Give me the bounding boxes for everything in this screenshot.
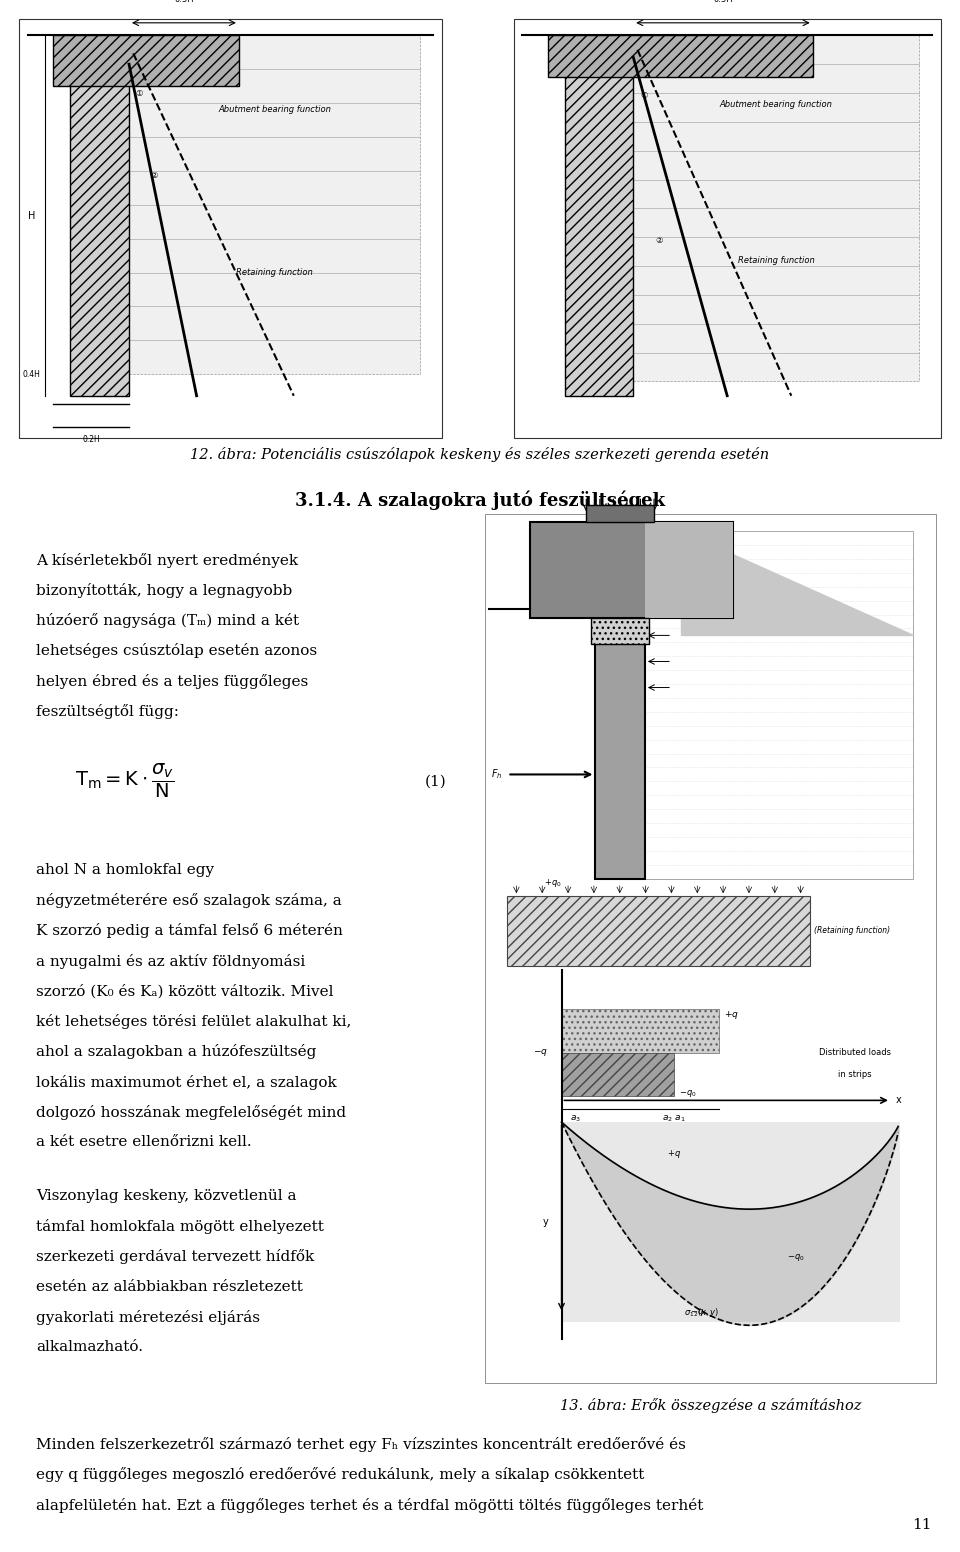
Text: ②: ② — [151, 171, 158, 180]
Text: $-q$: $-q$ — [533, 1048, 548, 1058]
Text: szorzó (K₀ és Kₐ) között változik. Mivel: szorzó (K₀ és Kₐ) között változik. Mivel — [36, 984, 334, 998]
Text: $+q$: $+q$ — [724, 1009, 739, 1021]
Text: (1): (1) — [424, 774, 446, 788]
Bar — [645, 531, 914, 878]
Text: feszültségtől függ:: feszültségtől függ: — [36, 705, 180, 719]
Text: gyakorlati méretezési eljárás: gyakorlati méretezési eljárás — [36, 1310, 260, 1325]
Text: x: x — [896, 1096, 901, 1105]
Text: 0.3H: 0.3H — [174, 0, 194, 5]
Text: ①: ① — [640, 90, 648, 99]
Text: $-q_0$: $-q_0$ — [787, 1252, 804, 1263]
Text: $-q_0$: $-q_0$ — [679, 1088, 696, 1099]
Text: egy q függőleges megoszló eredőerővé redukálunk, mely a síkalap csökkentett: egy q függőleges megoszló eredőerővé red… — [36, 1468, 645, 1482]
Text: lokális maximumot érhet el, a szalagok: lokális maximumot érhet el, a szalagok — [36, 1076, 337, 1090]
Bar — [70, 36, 129, 396]
Bar — [507, 896, 809, 965]
Bar — [19, 19, 442, 438]
Text: q: q — [617, 647, 623, 656]
Bar — [485, 514, 936, 1383]
Text: Distributed loads: Distributed loads — [819, 1048, 891, 1057]
Text: ahol a szalagokban a húzófeszültség: ahol a szalagokban a húzófeszültség — [36, 1044, 317, 1060]
Text: szerkezeti gerdával tervezett hídfők: szerkezeti gerdával tervezett hídfők — [36, 1249, 315, 1265]
Bar — [562, 1122, 900, 1322]
Text: ahol N a homlokfal egy: ahol N a homlokfal egy — [36, 863, 215, 877]
Text: $F_h$: $F_h$ — [492, 768, 503, 781]
Bar — [530, 523, 733, 618]
Text: 13. ábra: Erők összegzése a számításhoz: 13. ábra: Erők összegzése a számításhoz — [560, 1398, 861, 1414]
Text: lehetséges csúsztólap esetén azonos: lehetséges csúsztólap esetén azonos — [36, 644, 318, 658]
Text: támfal homlokfala mögött elhelyezett: támfal homlokfala mögött elhelyezett — [36, 1220, 324, 1234]
Text: négyzetméterére eső szalagok száma, a: négyzetméterére eső szalagok száma, a — [36, 894, 342, 908]
Text: $-q$: $-q$ — [690, 1307, 704, 1318]
Text: alapfelületén hat. Ezt a függőleges terhet és a térdfal mögötti töltés függőlege: alapfelületén hat. Ezt a függőleges terh… — [36, 1498, 704, 1513]
Text: 0.4H: 0.4H — [23, 369, 41, 379]
Text: $a_3$: $a_3$ — [569, 1113, 581, 1124]
Bar — [53, 36, 239, 85]
Bar — [548, 36, 812, 78]
Bar — [595, 531, 645, 878]
Bar — [514, 19, 941, 438]
Text: a nyugalmi és az aktív földnyomási: a nyugalmi és az aktív földnyomási — [36, 953, 305, 968]
Bar — [562, 1009, 719, 1052]
Text: ②: ② — [655, 236, 662, 245]
Text: dolgozó hosszának megfelelőségét mind: dolgozó hosszának megfelelőségét mind — [36, 1105, 347, 1121]
Text: $a_2\ a_1$: $a_2\ a_1$ — [662, 1113, 686, 1124]
Bar — [564, 36, 634, 396]
Bar — [129, 36, 420, 374]
Bar — [645, 523, 733, 618]
Text: Retaining function: Retaining function — [236, 268, 313, 276]
Text: $+q_0$: $+q_0$ — [543, 877, 562, 889]
Text: Viszonylag keskeny, közvetlenül a: Viszonylag keskeny, közvetlenül a — [36, 1189, 297, 1203]
Text: Abutment bearing function: Abutment bearing function — [720, 99, 832, 109]
Bar — [590, 618, 650, 644]
Bar — [634, 36, 920, 382]
Text: a két esetre ellenőrizni kell.: a két esetre ellenőrizni kell. — [36, 1136, 252, 1150]
Text: in strips: in strips — [838, 1069, 872, 1079]
Text: (Retaining function): (Retaining function) — [814, 927, 890, 936]
Bar — [562, 1052, 674, 1096]
Text: 11: 11 — [912, 1518, 931, 1532]
Text: A kísérletekből nyert eredmények: A kísérletekből nyert eredmények — [36, 553, 299, 568]
Text: esetén az alábbiakban részletezett: esetén az alábbiakban részletezett — [36, 1280, 303, 1294]
Text: $\sigma_{12}(x,y)$: $\sigma_{12}(x,y)$ — [684, 1307, 719, 1319]
Text: $F_v$: $F_v$ — [627, 667, 638, 681]
Text: 12. ábra: Potenciális csúszólapok keskeny és széles szerkezeti gerenda esetén: 12. ábra: Potenciális csúszólapok kesken… — [190, 447, 770, 462]
Text: alkalmazható.: alkalmazható. — [36, 1341, 143, 1355]
Polygon shape — [681, 531, 914, 635]
Text: Retaining function: Retaining function — [738, 256, 815, 265]
Text: bizonyították, hogy a legnagyobb: bizonyították, hogy a legnagyobb — [36, 584, 293, 598]
Text: $+q$: $+q$ — [667, 1148, 682, 1161]
Text: helyen ébred és a teljes függőleges: helyen ébred és a teljes függőleges — [36, 674, 309, 689]
Text: 0.2H: 0.2H — [83, 435, 100, 444]
Text: 3.1.4. A szalagokra jutó feszültségek: 3.1.4. A szalagokra jutó feszültségek — [295, 490, 665, 511]
Text: H: H — [28, 211, 36, 220]
Text: két lehetséges törési felület alakulhat ki,: két lehetséges törési felület alakulhat … — [36, 1015, 352, 1029]
Text: K szorzó pedig a támfal felső 6 méterén: K szorzó pedig a támfal felső 6 méterén — [36, 923, 344, 939]
Text: y: y — [542, 1217, 548, 1228]
Text: Abutment bearing function: Abutment bearing function — [218, 106, 331, 115]
Text: Minden felszerkezetről származó terhet egy Fₕ vízszintes koncentrált eredőerővé : Minden felszerkezetről származó terhet e… — [36, 1437, 686, 1453]
Text: 0.3H: 0.3H — [713, 0, 732, 5]
Bar — [587, 504, 654, 523]
Text: $\mathrm{T_m} = \mathrm{K} \cdot \dfrac{\sigma_v}{\mathrm{N}}$: $\mathrm{T_m} = \mathrm{K} \cdot \dfrac{… — [75, 762, 175, 801]
Text: ①: ① — [135, 90, 143, 98]
Text: húzóerő nagysága (Tₘ) mind a két: húzóerő nagysága (Tₘ) mind a két — [36, 613, 300, 629]
